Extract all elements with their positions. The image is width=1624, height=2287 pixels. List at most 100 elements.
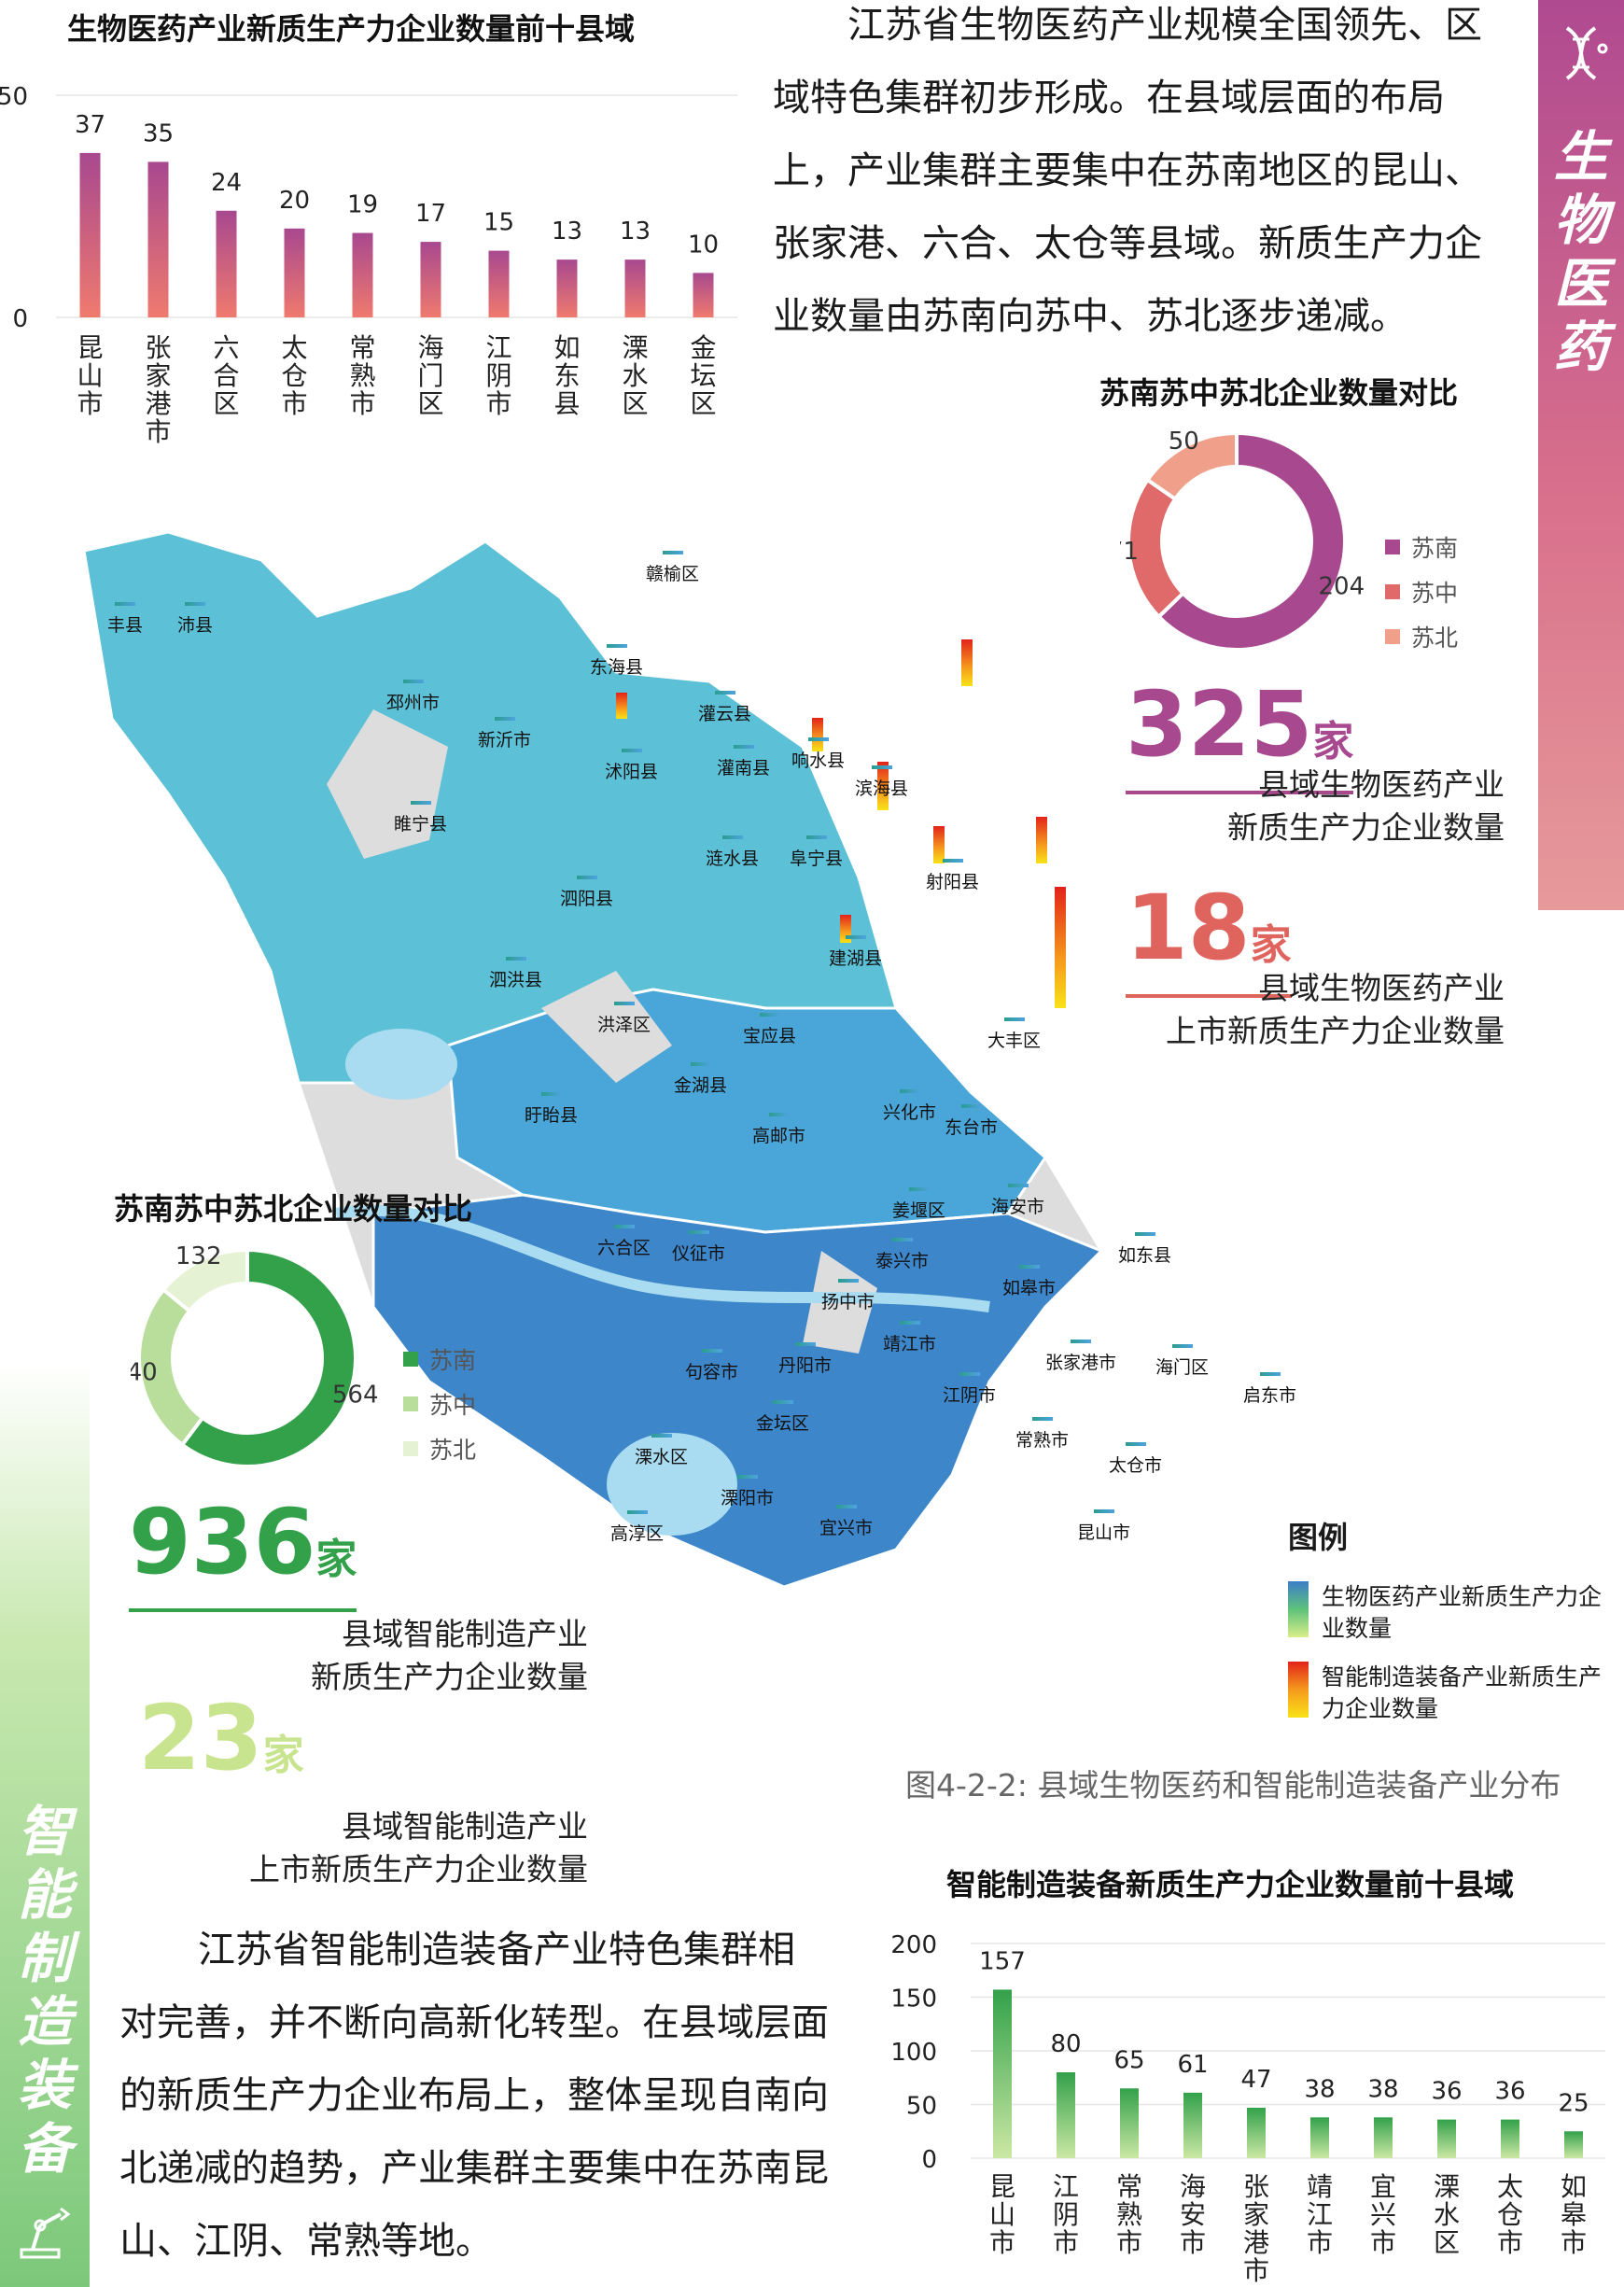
map-county-label: 太仓市 <box>1109 1442 1162 1477</box>
x-category-label: 区 <box>213 388 239 419</box>
map-county-label: 泗阳县 <box>560 876 613 910</box>
x-category-label: 太 <box>281 332 307 363</box>
x-category-label: 溧 <box>1434 2171 1460 2202</box>
map-county-label: 射阳县 <box>926 859 979 893</box>
map-county-label: 新沂市 <box>478 717 531 751</box>
map-county-label: 六合区 <box>597 1225 651 1259</box>
map-county-label: 泗洪县 <box>489 957 542 991</box>
bio-paragraph: 江苏省生物医药产业规模全国领先、区域特色集群初步形成。在县域层面的布局上，产业集… <box>773 4 1482 338</box>
bar <box>556 260 578 317</box>
x-category-label: 如 <box>553 332 580 363</box>
bio-stat1-label: 县域生物医药产业 新质生产力企业数量 <box>1227 764 1505 849</box>
x-category-label: 山 <box>989 2199 1015 2230</box>
y-tick-label: 200 <box>890 1931 937 1959</box>
bar-value-label: 15 <box>483 209 514 237</box>
bio-donut-title: 苏南苏中苏北企业数量对比 <box>1099 375 1459 411</box>
smart-stat1-unit: 家 <box>315 1536 357 1583</box>
y-tick-label: 50 <box>906 2093 937 2121</box>
x-category-label: 昆 <box>77 332 103 363</box>
bio-tag-text: 生物医药 <box>1554 125 1608 379</box>
bio-stat1-line1: 县域生物医药产业 <box>1258 766 1505 803</box>
x-category-label: 区 <box>690 388 716 419</box>
map-county-label: 金湖县 <box>674 1062 727 1097</box>
x-category-label: 市 <box>1180 2227 1206 2258</box>
bar <box>420 242 441 317</box>
y-tick-label: 0 <box>12 305 28 333</box>
map-county-label: 丹阳市 <box>778 1342 832 1377</box>
map-county-label: 高邮市 <box>752 1113 805 1147</box>
bar <box>1437 2119 1456 2158</box>
x-category-label: 阴 <box>1053 2199 1079 2230</box>
bar-value-label: 80 <box>1050 2030 1081 2058</box>
legend-item: 苏南 <box>1385 530 1458 564</box>
legend-item: 苏南 <box>403 1342 476 1376</box>
x-category-label: 张 <box>145 332 171 363</box>
bar-value-label: 38 <box>1304 2075 1335 2103</box>
smart-donut-chart: 564 240 132 <box>131 1242 379 1468</box>
smart-stat2-line1: 县域智能制造产业 <box>342 1808 588 1845</box>
map-county-label: 扬中市 <box>821 1279 875 1313</box>
map-legend-smart-text: 智能制造装备产业新质生产力企业数量 <box>1322 1663 1603 1722</box>
x-category-label: 六 <box>213 332 239 363</box>
map-county-label: 溧水区 <box>635 1434 688 1468</box>
map-smart-bar <box>1055 887 1066 1008</box>
legend-label: 苏中 <box>1411 580 1459 607</box>
bar <box>488 250 510 317</box>
map-county-label: 昆山市 <box>1077 1509 1130 1544</box>
smart-stat1-line2: 新质生产力企业数量 <box>311 1659 588 1695</box>
x-category-label: 市 <box>145 416 171 447</box>
map-county-label: 仪征市 <box>672 1230 725 1265</box>
x-category-label: 港 <box>1243 2227 1269 2258</box>
bar-value-label: 20 <box>279 187 310 215</box>
map-smart-bar <box>961 639 973 686</box>
x-category-label: 水 <box>1434 2199 1460 2230</box>
bio-stat2-number: 18家 <box>1126 883 1292 998</box>
legend-item: 苏中 <box>403 1387 476 1421</box>
map-county-label: 东海县 <box>590 644 643 679</box>
smart-stat2-line2: 上市新质生产力企业数量 <box>249 1851 588 1887</box>
legend-swatch <box>1385 629 1400 644</box>
legend-label: 苏中 <box>429 1392 477 1419</box>
x-category-label: 水 <box>622 360 648 391</box>
map-smart-bar <box>616 693 627 719</box>
map-county-label: 如皋市 <box>1002 1265 1056 1299</box>
smart-top10-bar-chart: 050100150200157昆山市80江阴市65常熟市61海安市47张家港市3… <box>890 1931 1605 2286</box>
bar-value-label: 47 <box>1240 2066 1271 2094</box>
legend-item: 苏北 <box>403 1432 476 1466</box>
x-category-label: 合 <box>213 360 239 391</box>
map-grey-patch-2 <box>541 971 672 1083</box>
tag-char: 备 <box>17 2117 72 2181</box>
donut-value-label: 240 <box>131 1359 158 1387</box>
map-county-label: 洪泽区 <box>597 1002 651 1036</box>
x-category-label: 溧 <box>622 332 648 363</box>
tag-char: 医 <box>1553 252 1608 316</box>
tag-char: 造 <box>17 1990 72 2054</box>
bar <box>993 1989 1012 2158</box>
bar-value-label: 19 <box>347 191 378 219</box>
smart-tag-text: 智能制造装备 <box>18 1800 72 2181</box>
donut-slice <box>1144 430 1239 502</box>
legend-swatch <box>403 1396 418 1411</box>
smart-stat1-number: 936家 <box>129 1497 357 1612</box>
map-county-label: 沭阳县 <box>605 749 658 783</box>
bar-value-label: 35 <box>143 119 174 147</box>
x-category-label: 金 <box>690 332 716 363</box>
bio-stat2-label: 县域生物医药产业 上市新质生产力企业数量 <box>1166 967 1505 1053</box>
map-county-label: 阜宁县 <box>790 835 843 870</box>
x-category-label: 区 <box>1434 2227 1460 2258</box>
bar <box>1120 2088 1139 2158</box>
x-category-label: 坛 <box>690 360 716 391</box>
bio-stat2-line1: 县域生物医药产业 <box>1258 970 1505 1006</box>
map-county-label: 金坛区 <box>756 1400 809 1435</box>
map-county-label: 涟水县 <box>706 835 759 870</box>
x-category-label: 门 <box>417 360 443 391</box>
smart-stat1-value: 936 <box>129 1490 316 1594</box>
map-caption: 图4-2-2: 县域生物医药和智能制造装备产业分布 <box>905 1767 1561 1803</box>
tag-char: 药 <box>1553 316 1608 379</box>
x-category-label: 市 <box>485 388 511 419</box>
bar <box>624 260 646 317</box>
x-category-label: 太 <box>1497 2171 1523 2202</box>
x-category-label: 昆 <box>989 2171 1015 2202</box>
donut-slice <box>1155 430 1347 652</box>
donut-slice <box>161 1247 249 1314</box>
